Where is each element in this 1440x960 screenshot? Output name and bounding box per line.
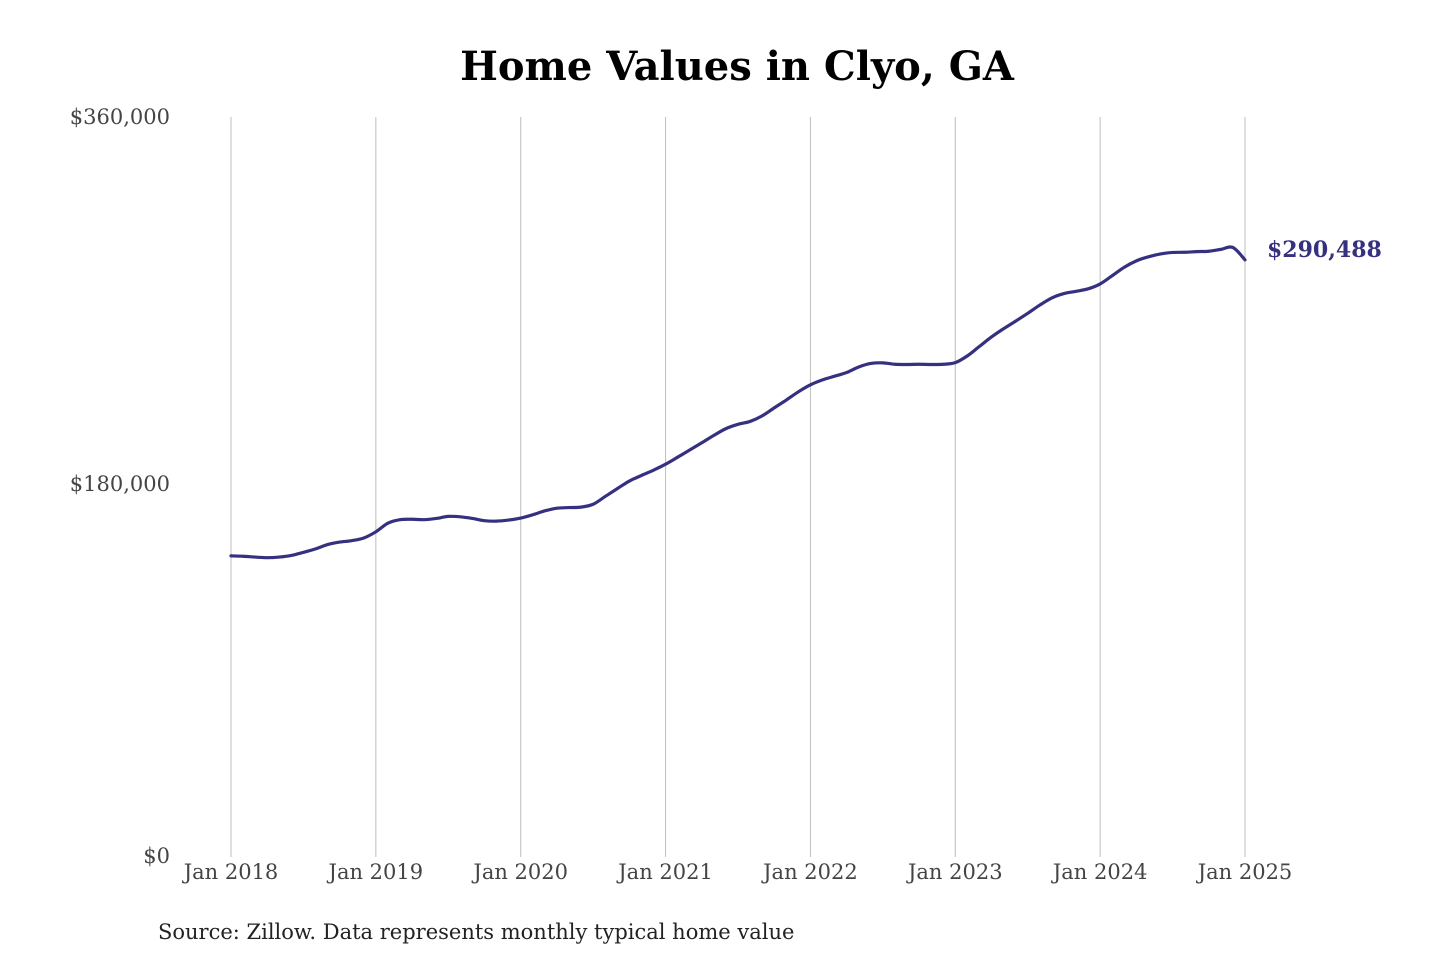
vertical-gridlines — [230, 117, 1246, 857]
x-axis-labels: Jan 2018 Jan 2019 Jan 2020 Jan 2021 Jan 2022… — [182, 860, 1293, 884]
y-tick-label-180000: $180,000 — [70, 472, 170, 496]
x-tick-label-2019: Jan 2019 — [327, 860, 424, 884]
x-tick-label-2022: Jan 2022 — [761, 860, 858, 884]
last-value-label: $290,488 — [1267, 237, 1382, 263]
x-tick-label-2021: Jan 2021 — [616, 860, 713, 884]
x-tick-label-2018: Jan 2018 — [182, 860, 279, 884]
y-tick-label-0: $0 — [143, 844, 170, 868]
x-tick-label-2020: Jan 2020 — [471, 860, 568, 884]
series-layer — [229, 245, 1247, 560]
x-tick-label-2025: Jan 2025 — [1196, 860, 1293, 884]
source-note: Source: Zillow. Data represents monthly … — [158, 920, 794, 944]
x-tick-label-2024: Jan 2024 — [1051, 860, 1148, 884]
y-axis-labels: $360,000 $180,000 $0 — [70, 105, 170, 868]
x-tick-label-2023: Jan 2023 — [906, 860, 1003, 884]
chart-title: Home Values in Clyo, GA — [460, 43, 1015, 90]
series-line-0 — [229, 245, 1247, 560]
y-tick-label-360000: $360,000 — [70, 105, 170, 129]
